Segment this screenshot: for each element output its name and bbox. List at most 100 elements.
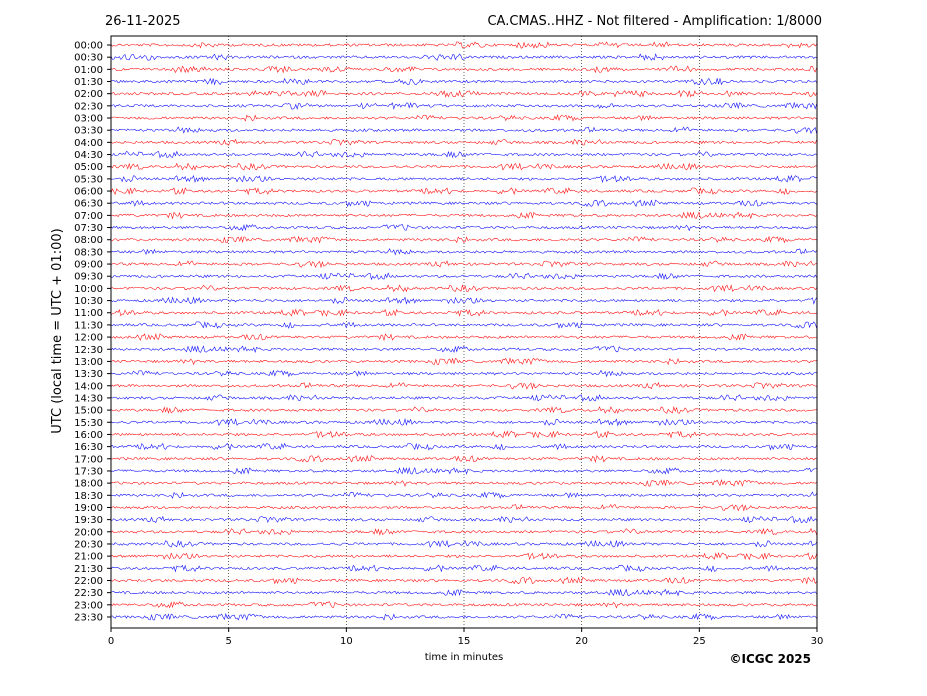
seismic-trace bbox=[110, 405, 817, 414]
seismic-trace bbox=[110, 308, 817, 317]
seismic-trace bbox=[110, 369, 817, 378]
seismic-trace bbox=[110, 491, 817, 499]
seismic-trace bbox=[110, 296, 817, 305]
seismic-trace bbox=[110, 515, 817, 524]
y-tick-label: 07:30 bbox=[74, 223, 103, 234]
seismic-trace bbox=[110, 77, 817, 86]
seismic-trace bbox=[110, 345, 817, 353]
y-tick-label: 10:30 bbox=[74, 296, 103, 307]
seismic-trace bbox=[110, 503, 817, 512]
y-tick-label: 18:00 bbox=[74, 479, 103, 490]
y-tick-label: 05:30 bbox=[74, 174, 103, 185]
y-tick-label: 21:00 bbox=[74, 552, 103, 563]
seismic-trace bbox=[110, 564, 817, 573]
seismic-trace bbox=[110, 53, 817, 61]
seismic-trace bbox=[110, 442, 817, 451]
plot-frame bbox=[110, 35, 818, 629]
seismic-trace bbox=[110, 65, 817, 74]
x-tick-label: 30 bbox=[811, 636, 824, 647]
x-tick-label: 20 bbox=[575, 636, 588, 647]
x-ticks: 0 5 10 15 20 25 30 bbox=[108, 628, 824, 647]
seismic-trace bbox=[110, 576, 817, 585]
y-tick-label: 14:00 bbox=[74, 381, 103, 392]
y-tick-label: 17:00 bbox=[74, 454, 103, 465]
y-tick-label: 01:30 bbox=[74, 77, 103, 88]
y-tick-label: 09:00 bbox=[74, 260, 103, 271]
seismic-trace bbox=[110, 114, 817, 122]
y-tick-label: 00:00 bbox=[74, 41, 103, 52]
seismic-trace bbox=[110, 382, 817, 390]
seismic-trace bbox=[110, 211, 817, 220]
seismic-trace bbox=[110, 235, 817, 244]
y-tick-label: 14:30 bbox=[74, 393, 103, 404]
seismic-trace bbox=[110, 539, 817, 548]
y-tick-label: 08:30 bbox=[74, 247, 103, 258]
y-tick-label: 05:00 bbox=[74, 162, 103, 173]
y-tick-label: 11:00 bbox=[74, 308, 103, 319]
y-tick-label: 10:00 bbox=[74, 284, 103, 295]
seismic-trace bbox=[110, 454, 817, 463]
seismic-trace bbox=[110, 552, 817, 561]
seismic-trace bbox=[110, 174, 817, 184]
seismic-trace bbox=[110, 150, 817, 159]
trace-group bbox=[110, 41, 817, 621]
y-tick-label: 22:00 bbox=[74, 576, 103, 587]
chart-title: CA.CMAS..HHZ - Not filtered - Amplificat… bbox=[487, 14, 822, 29]
y-tick-label: 12:00 bbox=[74, 333, 103, 344]
seismic-trace bbox=[110, 588, 817, 597]
seismic-trace bbox=[110, 357, 817, 366]
seismic-trace bbox=[110, 333, 817, 342]
y-tick-label: 13:00 bbox=[74, 357, 103, 368]
y-tick-label: 07:00 bbox=[74, 211, 103, 222]
y-tick-label: 01:00 bbox=[74, 65, 103, 76]
seismic-trace bbox=[110, 199, 817, 208]
y-tick-label: 13:30 bbox=[74, 369, 103, 380]
y-tick-label: 06:00 bbox=[74, 187, 103, 198]
seismic-trace bbox=[110, 467, 817, 475]
seismic-trace bbox=[110, 162, 817, 171]
seismic-trace bbox=[110, 394, 817, 402]
copyright-label: ©ICGC 2025 bbox=[729, 652, 811, 666]
y-tick-label: 22:30 bbox=[74, 588, 103, 599]
seismic-trace bbox=[110, 260, 817, 269]
y-tick-label: 08:00 bbox=[74, 235, 103, 246]
y-tick-label: 11:30 bbox=[74, 320, 103, 331]
x-tick-label: 0 bbox=[108, 636, 114, 647]
x-tick-label: 25 bbox=[693, 636, 706, 647]
grid-lines bbox=[228, 36, 700, 628]
seismic-trace bbox=[110, 527, 817, 536]
y-tick-label: 20:00 bbox=[74, 527, 103, 538]
seismic-trace bbox=[110, 187, 817, 196]
seismic-trace bbox=[110, 321, 817, 329]
date-label: 26-11-2025 bbox=[105, 14, 181, 29]
y-tick-label: 06:30 bbox=[74, 199, 103, 210]
x-tick-label: 5 bbox=[225, 636, 231, 647]
y-tick-label: 04:30 bbox=[74, 150, 103, 161]
seismic-trace bbox=[110, 138, 817, 146]
x-tick-label: 10 bbox=[340, 636, 353, 647]
x-axis-label: time in minutes bbox=[425, 652, 504, 663]
seismic-trace bbox=[110, 284, 817, 293]
x-tick-label: 15 bbox=[458, 636, 471, 647]
seismic-trace bbox=[110, 248, 817, 256]
y-tick-label: 03:00 bbox=[74, 114, 103, 125]
seismic-trace bbox=[110, 101, 817, 110]
seismic-trace bbox=[110, 41, 817, 49]
seismic-trace bbox=[110, 126, 817, 134]
y-tick-label: 17:30 bbox=[74, 466, 103, 477]
y-tick-label: 02:30 bbox=[74, 101, 103, 112]
seismic-trace bbox=[110, 418, 817, 427]
y-tick-label: 18:30 bbox=[74, 491, 103, 502]
y-tick-label: 23:30 bbox=[74, 612, 103, 623]
y-tick-label: 19:30 bbox=[74, 515, 103, 526]
seismic-trace bbox=[110, 601, 817, 609]
seismic-trace bbox=[110, 272, 817, 281]
y-tick-label: 16:30 bbox=[74, 442, 103, 453]
y-tick-label: 02:00 bbox=[74, 89, 103, 100]
seismic-trace bbox=[110, 478, 817, 487]
seismic-trace bbox=[110, 223, 817, 232]
y-tick-label: 21:30 bbox=[74, 564, 103, 575]
y-tick-label: 00:30 bbox=[74, 53, 103, 64]
y-tick-label: 03:30 bbox=[74, 126, 103, 137]
